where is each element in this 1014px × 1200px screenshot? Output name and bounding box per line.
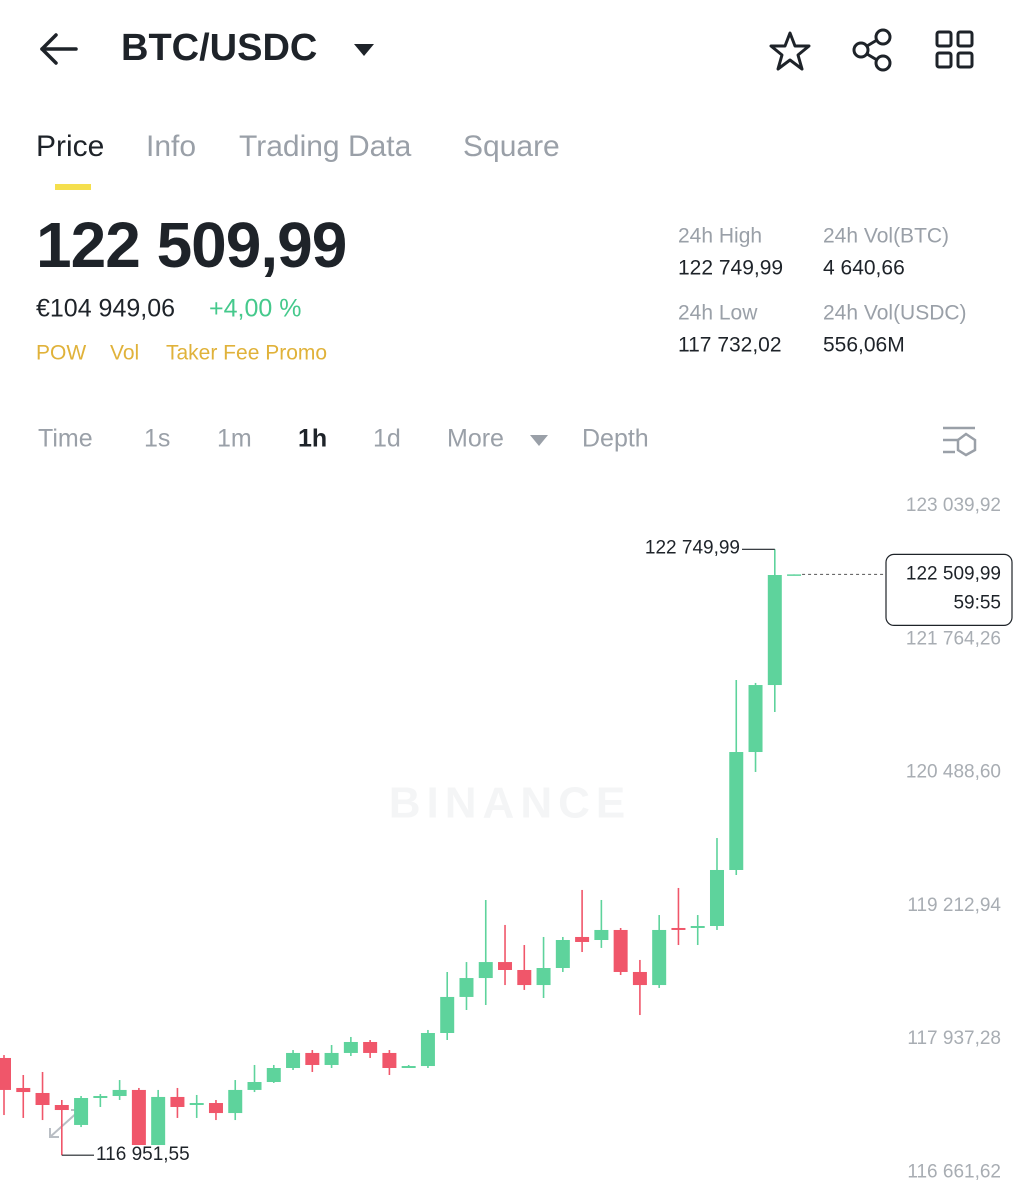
last-price-label: 122 509,99 (906, 563, 1001, 584)
candle-body (131, 1089, 146, 1146)
tab[interactable]: Info (146, 130, 196, 163)
candle-body (382, 1052, 397, 1069)
candle-body (748, 685, 763, 753)
candle-body (343, 1041, 358, 1053)
candle-body (74, 1097, 89, 1125)
candle-body (767, 575, 782, 686)
countdown: 59:55 (953, 592, 1001, 613)
candle-body (729, 752, 744, 870)
candle-body (54, 1104, 69, 1111)
candle-body (0, 1057, 11, 1090)
tag[interactable]: POW (36, 342, 86, 365)
candle-body (594, 929, 609, 941)
tag[interactable]: Vol (110, 342, 139, 365)
low-marker-label: 116 951,55 (96, 1144, 190, 1165)
y-tick-label: 116 661,62 (907, 1162, 1001, 1183)
fiat-price: €104 949,06 (36, 295, 175, 323)
candle-body (324, 1052, 339, 1065)
candle-body (363, 1041, 378, 1053)
stat-value: 117 732,02 (678, 334, 782, 357)
candle-body (286, 1052, 301, 1069)
tab[interactable]: Trading Data (239, 130, 412, 163)
favorite-icon[interactable] (769, 31, 811, 71)
more-dropdown[interactable] (530, 435, 548, 446)
candle-body (632, 971, 647, 986)
indicator-settings-icon[interactable] (943, 426, 977, 457)
stat-label: 24h Vol(BTC) (823, 225, 949, 248)
stat-label: 24h Vol(USDC) (823, 302, 967, 325)
stat-label: 24h Low (678, 302, 758, 325)
candle-body (420, 1033, 435, 1067)
candle-body (613, 929, 628, 972)
stat-value: 122 749,99 (678, 257, 783, 280)
candle-body (151, 1096, 166, 1146)
candle-body (112, 1089, 127, 1097)
candle-body (170, 1096, 185, 1107)
candle-body (517, 969, 532, 986)
watermark: BINANCE (389, 779, 631, 828)
active-tab-indicator (55, 184, 91, 190)
interval[interactable]: Depth (582, 425, 649, 453)
tag[interactable]: Taker Fee Promo (166, 342, 327, 365)
y-tick-label: 120 488,60 (906, 762, 1001, 783)
candle-body (690, 925, 705, 928)
interval[interactable]: 1s (144, 425, 170, 453)
candle-body (266, 1068, 281, 1083)
candle-body (93, 1096, 108, 1098)
candle-body (671, 927, 686, 930)
last-price: 122 509,99 (36, 209, 346, 281)
candle-body (35, 1092, 50, 1105)
candle-body (189, 1103, 204, 1105)
price-change: +4,00 % (209, 295, 301, 323)
candle-body (478, 962, 493, 979)
candle-body (208, 1103, 223, 1114)
candle-body (555, 940, 570, 969)
candle-body (536, 968, 551, 986)
interval[interactable]: 1d (373, 425, 401, 453)
stat-value: 556,06M (823, 334, 905, 357)
y-tick-label: 119 212,94 (907, 895, 1001, 916)
candle-body (401, 1066, 416, 1069)
candle-body (652, 929, 667, 986)
layout-icon[interactable] (935, 30, 974, 69)
candle-body (459, 978, 474, 997)
interval[interactable]: 1h (298, 425, 327, 453)
candle-body (498, 962, 513, 970)
high-marker-label: 122 749,99 (645, 537, 740, 558)
tab[interactable]: Price (36, 130, 104, 163)
candle-body (575, 936, 590, 942)
candle-body (305, 1052, 320, 1065)
interval[interactable]: 1m (217, 425, 252, 453)
candle-body (16, 1087, 31, 1093)
candle-body (228, 1089, 243, 1114)
stat-value: 4 640,66 (823, 257, 905, 280)
y-tick-label: 117 937,28 (907, 1028, 1001, 1049)
share-icon[interactable] (852, 28, 892, 72)
candle-body (440, 996, 455, 1034)
pair-title[interactable]: BTC/USDC (121, 27, 317, 69)
last-price-box (885, 553, 1013, 626)
stat-label: 24h High (678, 225, 762, 248)
interval[interactable]: More (447, 425, 504, 453)
candle-body (787, 574, 802, 576)
candle-body (247, 1082, 262, 1090)
interval[interactable]: Time (38, 425, 93, 453)
tab[interactable]: Square (463, 130, 560, 163)
y-tick-label: 123 039,92 (906, 495, 1001, 516)
candle-body (709, 869, 724, 926)
back-button[interactable] (40, 33, 78, 65)
y-tick-label: 121 764,26 (906, 628, 1001, 649)
pair-dropdown[interactable] (354, 44, 374, 56)
